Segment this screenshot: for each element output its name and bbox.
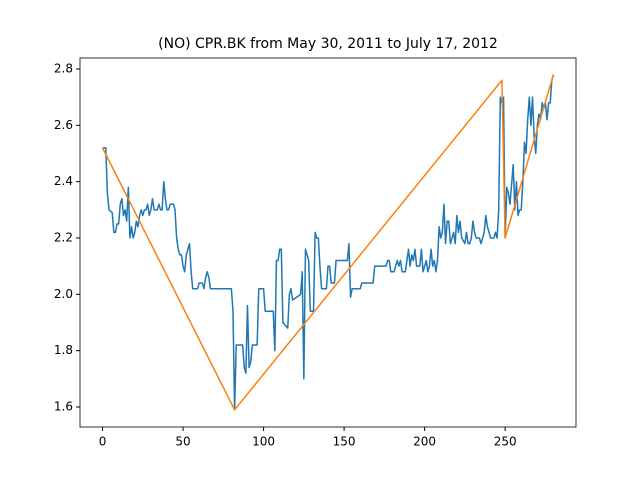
x-tick-label: 250 bbox=[494, 435, 517, 449]
chart-title: (NO) CPR.BK from May 30, 2011 to July 17… bbox=[158, 36, 498, 52]
y-tick-label: 1.8 bbox=[54, 343, 73, 357]
x-tick-label: 50 bbox=[175, 435, 190, 449]
y-tick-label: 2.2 bbox=[54, 230, 73, 244]
x-tick-label: 100 bbox=[252, 435, 275, 449]
y-tick-label: 2.8 bbox=[54, 61, 73, 75]
y-tick-label: 2.0 bbox=[54, 287, 73, 301]
x-tick-label: 150 bbox=[333, 435, 356, 449]
line-series bbox=[101, 74, 555, 411]
plot-frame bbox=[79, 57, 577, 428]
x-tick-label: 0 bbox=[99, 435, 107, 449]
y-tick-label: 1.6 bbox=[54, 400, 73, 414]
x-tick-label: 200 bbox=[413, 435, 436, 449]
line-series bbox=[102, 74, 555, 411]
y-tick-label: 2.6 bbox=[54, 118, 73, 132]
y-tick-label: 2.4 bbox=[54, 174, 73, 188]
